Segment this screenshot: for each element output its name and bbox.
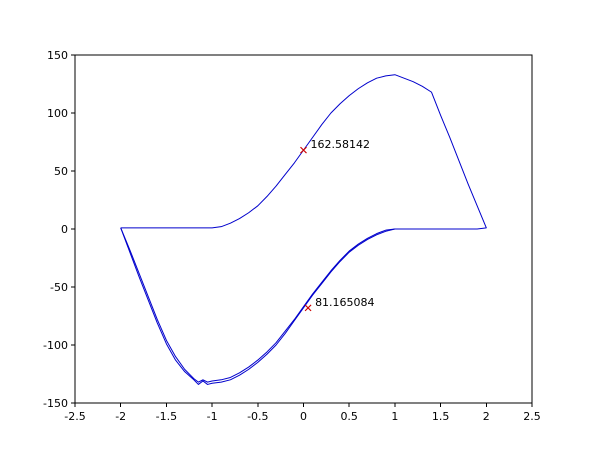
x-tick-label: 0 — [300, 410, 307, 423]
y-tick-label: 150 — [47, 49, 68, 62]
y-tick-label: -150 — [43, 397, 68, 410]
x-tick-label: 1 — [391, 410, 398, 423]
x-tick-label: 2.5 — [523, 410, 541, 423]
y-tick-label: 0 — [61, 223, 68, 236]
x-tick-label: -1.5 — [156, 410, 177, 423]
datatip-marker[interactable] — [304, 304, 312, 312]
annotation-label-upper: 162.58142 — [310, 138, 371, 152]
annotation-label-lower: 81.165084 — [315, 295, 375, 309]
x-tick-label: -2 — [115, 410, 126, 423]
curve-hysteresis-transient-branch — [120, 227, 395, 383]
x-tick-label: 0.5 — [340, 410, 358, 423]
x-tick-label: 2 — [483, 410, 490, 423]
y-tick-label: -100 — [43, 339, 68, 352]
x-tick-label: -2.5 — [64, 410, 85, 423]
y-tick-label: 100 — [47, 107, 68, 120]
x-tick-label: -0.5 — [247, 410, 268, 423]
x-tick-label: -1 — [207, 410, 218, 423]
datatip-marker[interactable] — [300, 146, 307, 154]
y-tick-label: -50 — [50, 281, 68, 294]
y-tick-label: 50 — [54, 165, 68, 178]
curve-hysteresis-main-loop — [120, 74, 487, 385]
x-tick-label: 1.5 — [432, 410, 450, 423]
